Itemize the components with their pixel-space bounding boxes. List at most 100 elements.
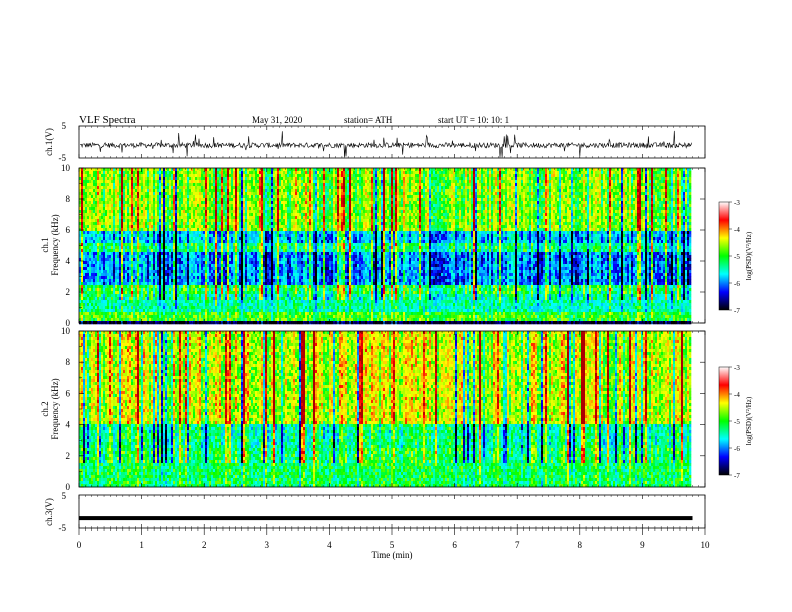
spectrogram-cell bbox=[325, 189, 328, 193]
spectrogram-cell bbox=[265, 183, 268, 187]
spectrogram-cell bbox=[483, 213, 486, 217]
spectrogram-cell bbox=[419, 177, 422, 181]
spectrogram-cell bbox=[241, 180, 244, 184]
spectrogram-cell bbox=[125, 171, 128, 175]
spectrogram-cell bbox=[391, 174, 394, 178]
spectrogram-cell bbox=[635, 204, 638, 208]
spectrogram-cell bbox=[155, 216, 158, 220]
spectrogram-cell bbox=[325, 171, 328, 175]
spectrogram-cell bbox=[467, 177, 470, 181]
spectrogram-cell bbox=[609, 198, 612, 202]
spectrogram-cell bbox=[369, 195, 372, 199]
spectrogram-cell bbox=[433, 213, 436, 217]
spectrogram-cell bbox=[133, 210, 136, 214]
spectrogram-cell bbox=[565, 180, 568, 184]
spectrogram-cell bbox=[191, 201, 194, 205]
spectrogram-cell bbox=[145, 168, 148, 172]
spectrogram-cell bbox=[395, 204, 398, 208]
spectrogram-cell bbox=[355, 192, 358, 196]
spectrogram-cell bbox=[539, 186, 542, 190]
spectrogram-cell bbox=[85, 213, 88, 217]
spectrogram-cell bbox=[309, 186, 312, 190]
spectrogram-cell bbox=[107, 186, 110, 190]
spectrogram-cell bbox=[149, 174, 152, 178]
spectrogram-cell bbox=[595, 186, 598, 190]
ch1-frame bbox=[78, 125, 706, 159]
spectrogram-cell bbox=[293, 198, 296, 202]
spectrogram-cell bbox=[369, 174, 372, 178]
spectrogram-cell bbox=[343, 192, 346, 196]
spectrogram-cell bbox=[483, 183, 486, 187]
spectrogram-cell bbox=[197, 171, 200, 175]
spectrogram-cell bbox=[279, 168, 282, 172]
spectrogram-cell bbox=[169, 210, 172, 214]
spectrogram-cell bbox=[349, 189, 352, 193]
spectrogram-cell bbox=[509, 183, 512, 187]
spectrogram-cell bbox=[563, 168, 566, 172]
spectrogram-cell bbox=[277, 198, 280, 202]
spectrogram-cell bbox=[95, 189, 98, 193]
spectrogram-cell bbox=[503, 186, 506, 190]
spectrogram-cell bbox=[419, 171, 422, 175]
spectrogram-cell bbox=[317, 186, 320, 190]
spectrogram-cell bbox=[683, 186, 686, 190]
spectrogram-cell bbox=[453, 177, 456, 181]
spectrogram-cell bbox=[223, 213, 226, 217]
spectrogram-cell bbox=[457, 195, 460, 199]
spectrogram-cell bbox=[227, 204, 230, 208]
spectrogram-cell bbox=[577, 210, 580, 214]
spectrogram-cell bbox=[103, 207, 106, 211]
spectrogram-cell bbox=[155, 168, 158, 172]
spectrogram-cell bbox=[591, 204, 594, 208]
spectrogram-cell bbox=[393, 186, 396, 190]
spectrogram-cell bbox=[449, 174, 452, 178]
spectrogram-cell bbox=[155, 189, 158, 193]
spectrogram-cell bbox=[661, 168, 664, 172]
spectrogram-cell bbox=[451, 192, 454, 196]
spectrogram-cell bbox=[445, 177, 448, 181]
spectrogram-cell bbox=[213, 186, 216, 190]
spectrogram-cell bbox=[339, 195, 342, 199]
spectrogram-cell bbox=[671, 186, 674, 190]
spectrogram-cell bbox=[453, 201, 456, 205]
spectrogram-cell bbox=[613, 168, 616, 172]
spectrogram-cell bbox=[565, 192, 568, 196]
spectrogram-cell bbox=[233, 183, 236, 187]
spectrogram-cell bbox=[467, 213, 470, 217]
spectrogram-cell bbox=[369, 198, 372, 202]
spectrogram-cell bbox=[333, 174, 336, 178]
spectrogram-cell bbox=[297, 195, 300, 199]
spectrogram-cell bbox=[497, 186, 500, 190]
spectrogram-cell bbox=[139, 192, 142, 196]
spectrogram-cell bbox=[133, 198, 136, 202]
spectrogram-cell bbox=[93, 198, 96, 202]
spectrogram-cell bbox=[687, 180, 690, 184]
spectrogram-cell bbox=[479, 183, 482, 187]
spectrogram-cell bbox=[371, 210, 374, 214]
spectrogram-cell bbox=[441, 207, 444, 211]
spectrogram-cell bbox=[181, 171, 184, 175]
spectrogram-cell bbox=[615, 198, 618, 202]
spectrogram-cell bbox=[223, 174, 226, 178]
spectrogram-cell bbox=[425, 189, 428, 193]
spectrogram-cell bbox=[685, 204, 688, 208]
spectrogram-cell bbox=[679, 189, 682, 193]
spectrogram-cell bbox=[541, 189, 544, 193]
spectrogram-cell bbox=[219, 183, 222, 187]
spectrogram-cell bbox=[119, 207, 122, 211]
spectrogram-cell bbox=[129, 177, 132, 181]
spectrogram-cell bbox=[567, 174, 570, 178]
spectrogram-cell bbox=[297, 198, 300, 202]
spectrogram-cell bbox=[237, 207, 240, 211]
spectrogram-cell bbox=[383, 195, 386, 199]
spectrogram-cell bbox=[669, 213, 672, 217]
spectrogram-cell bbox=[679, 201, 682, 205]
spectrogram-cell bbox=[173, 204, 176, 208]
spectrogram-cell bbox=[135, 192, 138, 196]
spectrogram-cell bbox=[219, 198, 222, 202]
spectrogram-cell bbox=[531, 177, 534, 181]
spectrogram-cell bbox=[383, 186, 386, 190]
spectrogram-cell bbox=[285, 198, 288, 202]
spectrogram-cell bbox=[583, 177, 586, 181]
spectrogram-cell bbox=[511, 171, 514, 175]
